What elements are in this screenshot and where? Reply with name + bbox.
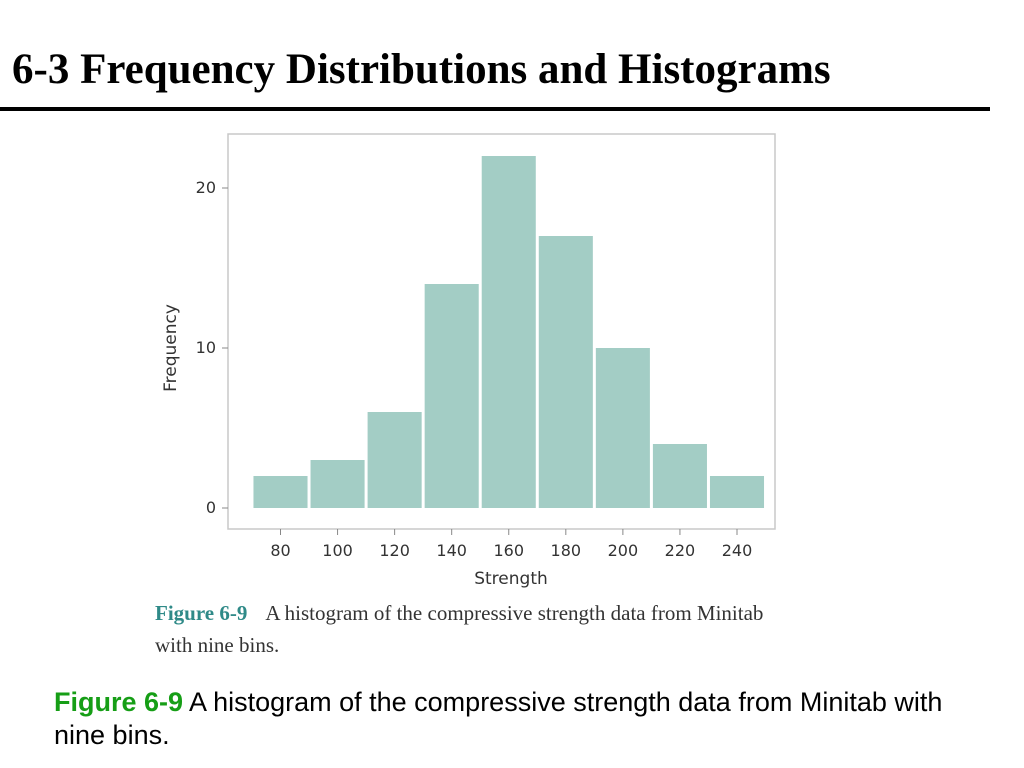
figure-caption-text: A histogram of the compressive strength … [155,601,764,657]
x-tick-label: 220 [665,541,696,560]
y-tick-label: 0 [206,498,216,517]
x-tick-label: 240 [722,541,753,560]
slide-caption: Figure 6-9 A histogram of the compressiv… [54,686,954,752]
y-tick-label: 10 [196,338,216,357]
chart-frame [227,133,776,530]
x-tick-label: 80 [270,541,290,560]
histogram-bar [538,236,593,508]
y-tick-label: 20 [196,178,216,197]
title-divider [0,107,990,111]
x-tick-label: 200 [608,541,639,560]
histogram-bar [481,156,536,508]
figure-caption-label: Figure 6-9 [155,601,248,625]
x-tick-label: 160 [493,541,524,560]
histogram-bar [595,348,650,508]
slide-caption-label: Figure 6-9 [54,687,184,717]
histogram-bar [253,476,308,508]
slide-caption-text: A histogram of the compressive strength … [54,687,943,750]
x-tick-label: 120 [379,541,410,560]
histogram-bar [367,412,422,508]
slide-title: 6-3 Frequency Distributions and Histogra… [12,46,831,93]
histogram-bar [424,284,479,508]
histogram-bar [310,460,365,508]
x-tick-label: 140 [436,541,467,560]
x-axis-label: Strength [474,569,548,589]
y-axis-label: Frequency [161,304,181,392]
x-tick-label: 100 [322,541,353,560]
x-tick-label: 180 [551,541,582,560]
histogram-bar [709,476,765,508]
histogram-bar [652,444,707,508]
figure-caption: Figure 6-9 A histogram of the compressive… [155,597,775,661]
